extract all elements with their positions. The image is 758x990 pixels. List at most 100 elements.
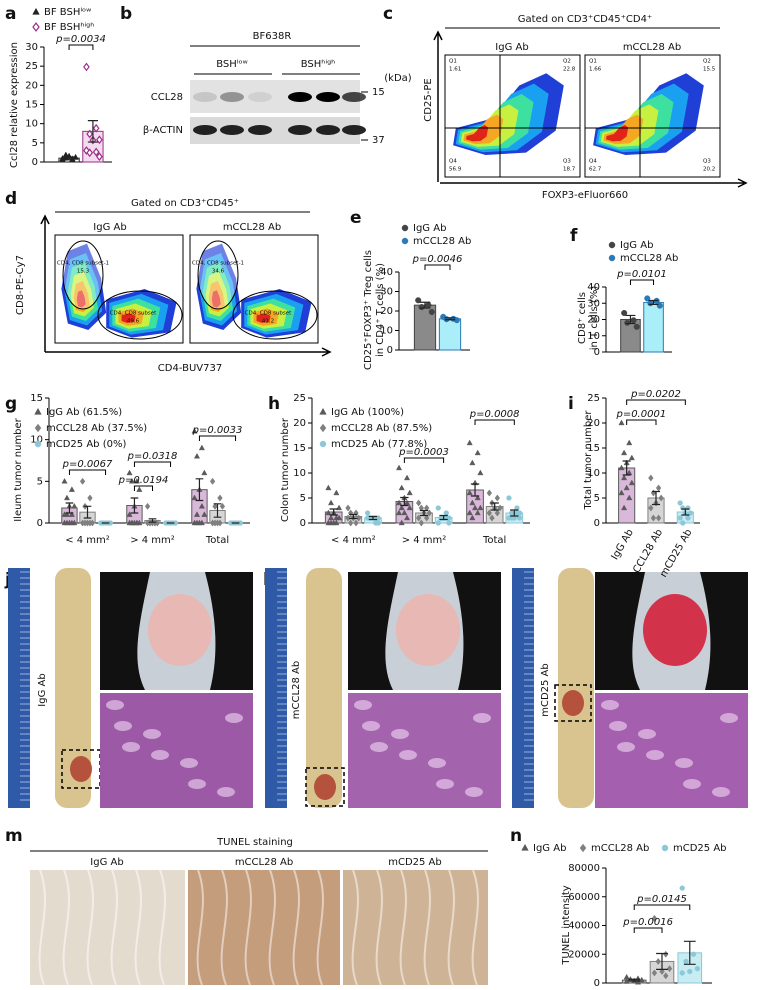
data-point bbox=[217, 519, 223, 527]
y-tick-label: 25 bbox=[293, 393, 306, 404]
legend-label: mCCL28 Ab bbox=[413, 236, 471, 247]
panel-title: TUNEL staining bbox=[216, 837, 293, 848]
quadrant-value: 1.66 bbox=[589, 67, 602, 73]
tissue-fold bbox=[351, 869, 359, 986]
y-tick-label: 5 bbox=[37, 476, 43, 487]
quadrant-name: Q4 bbox=[589, 159, 597, 165]
error-bar bbox=[683, 940, 696, 965]
data-point bbox=[514, 510, 520, 516]
tissue-fold bbox=[134, 869, 142, 986]
y-tick-label: 30 bbox=[25, 42, 38, 53]
group-label: mCD25 Ab bbox=[540, 663, 551, 717]
gate-value: 34.6 bbox=[212, 269, 225, 275]
tumor bbox=[148, 594, 212, 666]
quadrant-name: Q1 bbox=[449, 59, 457, 65]
legend-label: IgG Ab bbox=[620, 240, 653, 251]
tissue-fold bbox=[220, 869, 228, 986]
y-axis-title: Ileum tumor number bbox=[13, 417, 24, 521]
blot-band bbox=[288, 125, 312, 135]
data-point bbox=[96, 135, 103, 145]
data-point bbox=[494, 494, 501, 502]
data-point bbox=[415, 514, 422, 522]
data-point bbox=[624, 319, 631, 326]
tissue-fold bbox=[244, 869, 252, 986]
data-point bbox=[466, 489, 473, 496]
tumor bbox=[562, 690, 584, 716]
error-bar bbox=[368, 515, 378, 521]
marker-label: 37 bbox=[372, 135, 385, 146]
gate-value: 41.2 bbox=[262, 319, 274, 325]
tissue-fold bbox=[399, 869, 407, 986]
data-point bbox=[406, 489, 413, 496]
axis-title: CD4-BUV737 bbox=[158, 363, 222, 374]
data-point bbox=[489, 514, 495, 522]
y-tick-label: 40000 bbox=[568, 921, 600, 932]
tumor bbox=[70, 756, 92, 782]
intestine bbox=[55, 568, 91, 808]
p-value: p=0.0067 bbox=[62, 459, 113, 470]
quadrant-value: 15.5 bbox=[703, 67, 716, 73]
tissue-fold bbox=[447, 869, 455, 986]
gate bbox=[97, 290, 183, 340]
legend-marker bbox=[401, 237, 409, 245]
x-tick-label: < 4 mm² bbox=[65, 535, 110, 546]
bar bbox=[643, 301, 664, 353]
tumor bbox=[314, 774, 336, 800]
data-point bbox=[198, 502, 205, 509]
tumor bbox=[396, 594, 460, 666]
legend-marker bbox=[661, 844, 669, 852]
p-value: p=0.0145 bbox=[636, 894, 687, 905]
tunel-image bbox=[343, 870, 488, 985]
tissue-fold bbox=[62, 869, 70, 986]
data-point bbox=[406, 504, 413, 511]
gland bbox=[601, 700, 619, 710]
gland bbox=[646, 750, 664, 760]
data-point bbox=[634, 978, 642, 985]
data-point bbox=[68, 511, 75, 517]
data-point bbox=[618, 419, 625, 426]
data-point bbox=[327, 499, 335, 506]
legend-marker bbox=[319, 423, 327, 433]
tissue-fold bbox=[38, 869, 46, 986]
panel-letter: i bbox=[568, 394, 574, 414]
y-tick-label: 10 bbox=[587, 331, 600, 342]
data-point bbox=[477, 469, 484, 476]
quadrant-value: 22.8 bbox=[563, 67, 576, 73]
panel-letter: h bbox=[268, 394, 280, 414]
y-axis-title: CD25⁺FOXP3⁺ Treg cells bbox=[363, 250, 374, 370]
blot-band bbox=[248, 125, 272, 135]
error-bar bbox=[681, 508, 690, 516]
y-tick-label: 15 bbox=[30, 393, 43, 404]
strain-label: BF638R bbox=[253, 31, 292, 42]
data-point bbox=[687, 968, 693, 975]
quadrant-value: 56.9 bbox=[449, 167, 462, 173]
y-tick-label: 15 bbox=[293, 443, 306, 454]
data-point bbox=[61, 477, 68, 484]
axis-title: CD8-PE-Cy7 bbox=[15, 255, 26, 315]
y-tick-label: 20 bbox=[380, 306, 393, 317]
gate-name: CD4, CD8 subset-1 bbox=[192, 261, 244, 267]
data-point bbox=[347, 519, 354, 527]
ruler bbox=[512, 568, 534, 808]
gland bbox=[122, 742, 140, 752]
significance-bracket bbox=[68, 44, 94, 50]
y-tick-label: 60000 bbox=[568, 892, 600, 903]
data-point bbox=[648, 474, 654, 482]
data-point bbox=[212, 502, 218, 510]
data-point bbox=[477, 504, 484, 511]
data-point bbox=[79, 477, 86, 485]
blot-band bbox=[220, 125, 244, 135]
axis-title: FOXP3-eFluor660 bbox=[542, 190, 628, 201]
p-value: p=0.0194 bbox=[118, 475, 169, 486]
legend-label: mCCL28 Ab bbox=[620, 253, 678, 264]
column-label: mCD25 Ab bbox=[388, 857, 442, 868]
data-point bbox=[403, 474, 411, 481]
tumor bbox=[643, 594, 707, 666]
legend-label: mCCL28 Ab (37.5%) bbox=[46, 423, 147, 434]
error-bar bbox=[439, 514, 448, 521]
data-point bbox=[347, 509, 354, 517]
legend-label: IgG Ab (100%) bbox=[331, 407, 404, 418]
data-point bbox=[418, 519, 425, 527]
column-label: IgG Ab bbox=[90, 857, 123, 868]
